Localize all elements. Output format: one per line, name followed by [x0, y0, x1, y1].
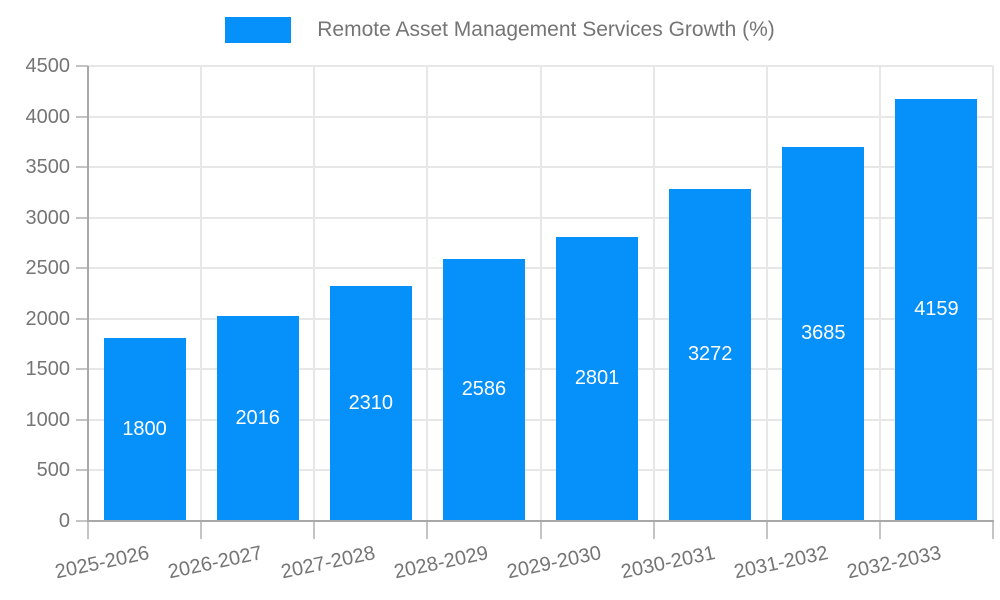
x-tick-label: 2028-2029 [392, 542, 491, 584]
x-tick [992, 521, 994, 539]
y-tick-label: 3000 [25, 206, 71, 229]
y-tick [76, 65, 88, 67]
x-tick [539, 521, 542, 539]
v-gridline [200, 66, 203, 521]
v-gridline [539, 66, 542, 521]
v-gridline [652, 66, 655, 521]
v-gridline [992, 66, 994, 521]
bar: 2586 [442, 258, 525, 520]
y-tick-label: 4500 [25, 55, 71, 77]
v-gridline [765, 66, 768, 521]
y-axis [87, 66, 89, 521]
y-tick-label: 0 [58, 510, 70, 532]
bar-value-label: 3685 [801, 322, 846, 345]
x-tick-label: 2029-2030 [505, 542, 604, 584]
y-tick [76, 469, 88, 472]
y-tick-label: 4000 [25, 105, 71, 128]
x-tick [87, 521, 89, 539]
v-gridline [878, 66, 881, 521]
y-tick [76, 317, 88, 320]
v-gridline [426, 66, 429, 521]
y-tick [76, 418, 88, 421]
y-tick-label: 1500 [25, 358, 71, 381]
y-tick-label: 3500 [25, 156, 71, 179]
x-tick [200, 521, 203, 539]
bar: 3685 [782, 147, 865, 520]
v-gridline [313, 66, 316, 521]
bar-value-label: 2310 [348, 391, 394, 414]
x-tick [313, 521, 316, 539]
y-tick [76, 368, 88, 371]
x-tick-label: 2032-2033 [844, 542, 944, 584]
bar: 2310 [329, 286, 412, 520]
x-tick [652, 521, 655, 539]
bar-value-label: 4159 [914, 298, 959, 321]
x-tick-label: 2031-2032 [731, 542, 830, 584]
bar: 4159 [895, 99, 978, 520]
bar-value-label: 2586 [461, 377, 507, 400]
x-axis [87, 520, 994, 522]
y-tick [76, 267, 88, 270]
x-tick [426, 521, 429, 539]
bar: 3272 [669, 189, 752, 520]
x-tick-label: 2027-2028 [279, 542, 378, 584]
y-tick [76, 216, 88, 219]
y-tick-label: 2500 [25, 257, 71, 280]
x-tick-label: 2026-2027 [166, 542, 265, 584]
y-tick-label: 1000 [25, 408, 71, 431]
y-tick-label: 2000 [25, 307, 71, 330]
y-tick [76, 115, 88, 118]
bar-value-label: 1800 [122, 417, 167, 440]
y-tick [76, 166, 88, 169]
x-tick [878, 521, 881, 539]
legend[interactable]: Remote Asset Management Services Growth … [0, 17, 1000, 43]
bar-value-label: 2801 [574, 366, 620, 389]
x-tick-label: 2025-2026 [52, 542, 152, 584]
y-tick [76, 520, 88, 522]
bar-value-label: 2016 [235, 406, 280, 429]
bar: 1800 [103, 338, 186, 520]
bar: 2801 [556, 236, 639, 520]
bar-value-label: 3272 [687, 343, 733, 366]
legend-swatch [225, 17, 292, 43]
x-tick-label: 2030-2031 [618, 542, 717, 584]
y-tick-label: 500 [36, 459, 70, 482]
legend-label: Remote Asset Management Services Growth … [317, 18, 775, 41]
x-tick [765, 521, 768, 539]
bar: 2016 [216, 316, 299, 520]
